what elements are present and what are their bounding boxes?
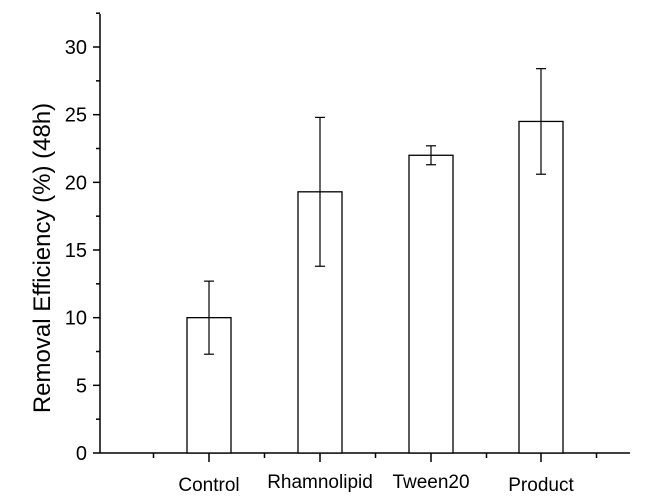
y-tick-label: 30 [65, 37, 87, 59]
x-category-label: Product [508, 475, 574, 496]
y-tick-label: 0 [76, 443, 87, 465]
y-tick-label: 10 [65, 308, 87, 330]
x-category-label: Rhamnolipid [267, 472, 373, 493]
x-category-label: Control [178, 475, 239, 496]
y-tick-label: 20 [65, 172, 87, 194]
bar [518, 120, 564, 454]
y-tick-label: 5 [76, 375, 87, 397]
x-category-label: Tween20 [392, 472, 469, 493]
y-tick-label: 15 [65, 240, 87, 262]
bar [408, 154, 454, 454]
y-axis-title: Removal Efficiency (%) (48h) [29, 103, 56, 413]
plot-area: 0 5 10 15 20 25 30 Control Rhamnolipid Tween20 Pro… [65, 12, 630, 496]
y-tick-label: 25 [65, 105, 87, 127]
